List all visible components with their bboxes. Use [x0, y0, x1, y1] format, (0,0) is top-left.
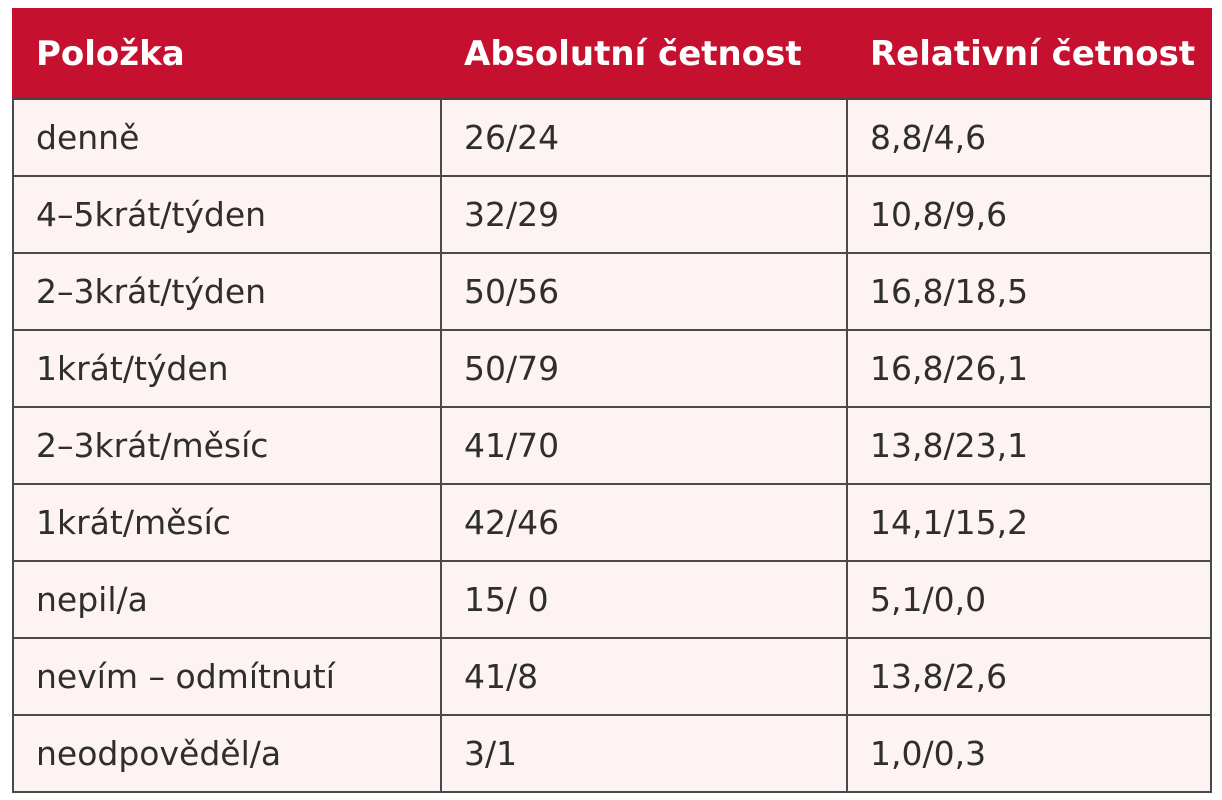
table-cell: 50/56 [440, 252, 848, 331]
table-cell: 41/70 [440, 406, 848, 485]
table-cell: neodpověděl/a [12, 714, 442, 793]
table-cell: 42/46 [440, 483, 848, 562]
frequency-table: Položka Absolutní četnost Relativní četnos… [12, 8, 1212, 793]
table-cell: 16,8/26,1 [846, 329, 1212, 408]
table-row: neodpověděl/a 3/1 1,0/0,3 [12, 714, 1212, 793]
table-cell: 50/79 [440, 329, 848, 408]
table-row: 1krát/měsíc 42/46 14,1/15,2 [12, 483, 1212, 562]
header-cell: Položka [12, 8, 442, 100]
table-cell: 13,8/23,1 [846, 406, 1212, 485]
table-row: nepil/a 15/ 0 5,1/0,0 [12, 560, 1212, 639]
table-cell: 1krát/měsíc [12, 483, 442, 562]
table-cell: 15/ 0 [440, 560, 848, 639]
table-cell: 16,8/18,5 [846, 252, 1212, 331]
table-cell: 8,8/4,6 [846, 98, 1212, 177]
table-cell: 5,1/0,0 [846, 560, 1212, 639]
table-cell: 26/24 [440, 98, 848, 177]
table-cell: 41/8 [440, 637, 848, 716]
table-cell: 10,8/9,6 [846, 175, 1212, 254]
table-cell: nevím – odmítnutí [12, 637, 442, 716]
table-cell: 2–3krát/týden [12, 252, 442, 331]
table-cell: nepil/a [12, 560, 442, 639]
table-cell: 1,0/0,3 [846, 714, 1212, 793]
table-cell: 2–3krát/měsíc [12, 406, 442, 485]
table-cell: 1krát/týden [12, 329, 442, 408]
table-cell: 32/29 [440, 175, 848, 254]
table-cell: 14,1/15,2 [846, 483, 1212, 562]
table-cell: 3/1 [440, 714, 848, 793]
table-row: 4–5krát/týden 32/29 10,8/9,6 [12, 175, 1212, 254]
table-row: 2–3krát/měsíc 41/70 13,8/23,1 [12, 406, 1212, 485]
header-row: Položka Absolutní četnost Relativní četnos… [12, 8, 1212, 100]
table-row: 2–3krát/týden 50/56 16,8/18,5 [12, 252, 1212, 331]
table-container: Položka Absolutní četnost Relativní četnos… [12, 8, 1212, 793]
header-cell: Absolutní četnost [440, 8, 848, 100]
table-cell: denně [12, 98, 442, 177]
table-row: nevím – odmítnutí 41/8 13,8/2,6 [12, 637, 1212, 716]
header-cell: Relativní četnost [846, 8, 1212, 100]
table-cell: 4–5krát/týden [12, 175, 442, 254]
table-row: 1krát/týden 50/79 16,8/26,1 [12, 329, 1212, 408]
table-row: denně 26/24 8,8/4,6 [12, 98, 1212, 177]
table-body: denně 26/24 8,8/4,6 4–5krát/týden 32/29 10,8/… [12, 98, 1212, 793]
table-cell: 13,8/2,6 [846, 637, 1212, 716]
